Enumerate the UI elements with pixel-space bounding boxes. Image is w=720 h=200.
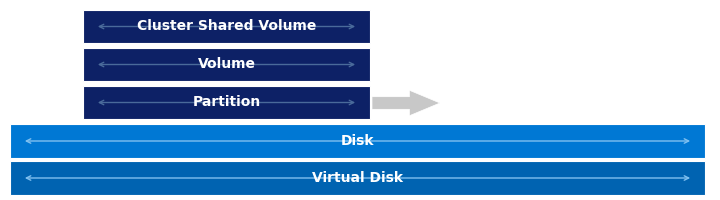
Text: Cluster Shared Volume: Cluster Shared Volume — [137, 20, 316, 33]
Bar — [10, 124, 705, 158]
Text: Volume: Volume — [197, 58, 256, 72]
Bar — [10, 161, 705, 195]
Bar — [83, 10, 370, 43]
Bar — [83, 86, 370, 119]
Text: Partition: Partition — [192, 96, 261, 110]
Bar — [83, 48, 370, 81]
Polygon shape — [372, 90, 440, 116]
Text: Disk: Disk — [341, 134, 374, 148]
Text: Virtual Disk: Virtual Disk — [312, 171, 403, 185]
